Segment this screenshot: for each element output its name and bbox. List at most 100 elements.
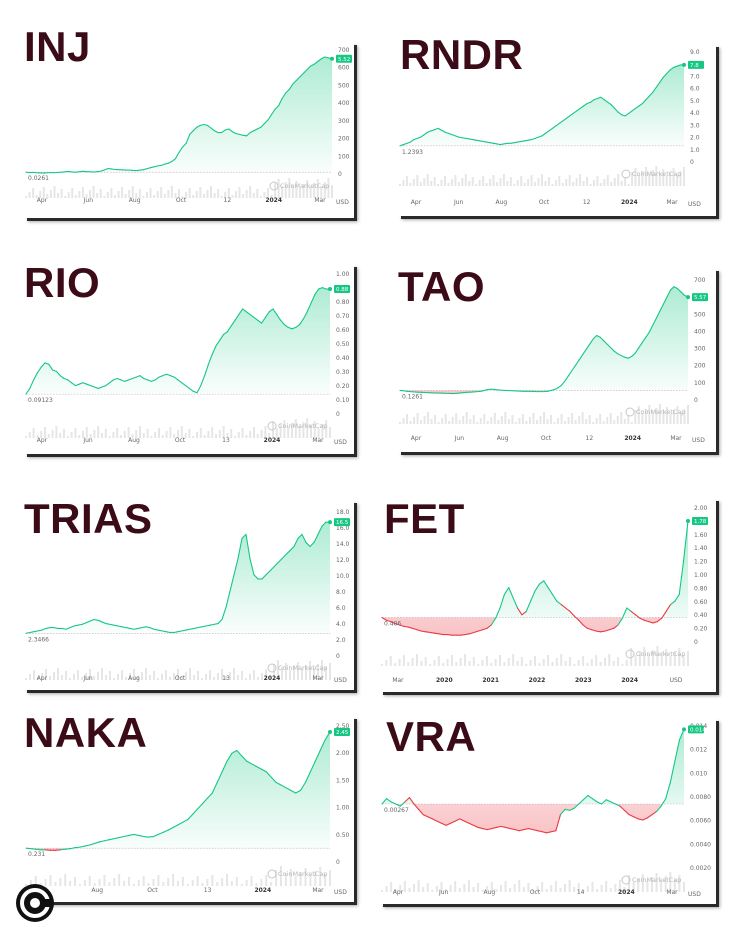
y-tick-label: 700 <box>338 47 350 54</box>
y-tick-label: 0.012 <box>690 747 707 754</box>
volume-bar <box>423 178 426 186</box>
volume-bar <box>669 656 672 666</box>
y-tick-label: 0.20 <box>694 626 708 633</box>
volume-bar <box>445 889 448 892</box>
chart-inj: CoinMarketCap 0.0261 700 600 500 400 300 200 100… <box>25 47 352 206</box>
volume-bar <box>32 428 35 438</box>
volume-bar <box>572 182 575 186</box>
current-price-text: 5.52 <box>338 57 350 63</box>
series-segment <box>420 630 427 633</box>
current-price-text: 5.57 <box>694 295 707 301</box>
series-segment <box>557 384 563 389</box>
series-segment <box>592 334 598 340</box>
series-segment <box>41 627 47 631</box>
series-segment <box>403 625 409 628</box>
volume-bar <box>202 194 205 198</box>
volume-bar <box>609 888 612 892</box>
series-segment <box>605 799 612 803</box>
volume-bar <box>532 413 535 424</box>
y-tick-label: 0.80 <box>336 299 350 306</box>
series-segment <box>318 287 323 290</box>
series-segment <box>569 610 575 617</box>
volume-bar <box>449 885 452 892</box>
y-tick-label: 2.50 <box>336 723 350 730</box>
x-tick-label: 2024 <box>621 199 638 206</box>
volume-bar <box>477 664 480 666</box>
series-segment <box>103 168 109 171</box>
x-tick-label: Jun <box>83 197 94 204</box>
series-segment <box>299 72 305 78</box>
volume-bar <box>589 184 592 186</box>
series-end-point <box>328 729 332 734</box>
volume-bar <box>125 677 127 680</box>
series-segment <box>158 375 164 378</box>
volume-bar <box>85 673 87 680</box>
series-segment <box>289 545 295 552</box>
series-segment <box>578 619 584 626</box>
volume-bar <box>189 668 191 680</box>
volume-bar <box>92 186 95 198</box>
y-tick-label: 7.0 <box>690 73 700 80</box>
series-segment <box>224 128 230 131</box>
volume-bar <box>108 882 111 886</box>
volume-bar <box>606 417 609 424</box>
series-segment <box>309 541 315 548</box>
volume-bar <box>389 656 392 666</box>
volume-bar <box>320 186 323 198</box>
series-segment <box>310 294 316 304</box>
series-segment <box>619 805 626 811</box>
series-segment <box>313 60 319 65</box>
series-segment <box>139 375 145 380</box>
chart-panel-rndr: CoinMarketCap1.23939.08.07.06.05.04.03.0… <box>398 44 716 216</box>
y-tick-label: 1.60 <box>694 532 708 539</box>
y-tick-label: 6.0 <box>690 86 700 93</box>
volume-bar <box>573 664 576 666</box>
title-vra: VRA <box>386 713 477 760</box>
volume-bar <box>499 885 502 892</box>
volume-bar <box>478 180 481 186</box>
series-segment <box>112 377 118 381</box>
series-segment <box>40 362 46 368</box>
volume-bar <box>477 883 480 892</box>
volume-bar <box>402 180 405 186</box>
volume-bar <box>527 883 530 892</box>
series-segment <box>395 803 401 807</box>
y-tick-label: 0.0040 <box>690 841 711 848</box>
volume-bar <box>568 175 571 186</box>
current-price-badge <box>334 727 350 736</box>
volume-bar <box>502 174 505 186</box>
series-segment <box>573 615 580 621</box>
volume-bar <box>317 428 320 438</box>
series-segment <box>321 287 327 290</box>
volume-bar <box>181 196 184 198</box>
volume-bar <box>599 414 602 424</box>
volume-bar <box>70 432 73 438</box>
currency-label: USD <box>336 199 349 206</box>
series-segment <box>89 618 95 622</box>
volume-bar <box>444 414 447 424</box>
y-axis: 2.50 2.00 1.50 1.00 0.50 0 <box>336 723 350 866</box>
volume-bar <box>221 669 223 680</box>
volume-bar <box>99 189 102 198</box>
volume-bar <box>412 179 415 186</box>
title-naka: NAKA <box>24 709 148 756</box>
volume-bar <box>678 875 681 892</box>
series-segment <box>634 347 640 354</box>
x-tick-label: 12 <box>586 435 594 442</box>
x-tick-label: 2022 <box>529 677 546 684</box>
series-end-point <box>686 518 690 523</box>
volume-bar <box>302 184 305 198</box>
volume-bar <box>313 668 315 680</box>
volume-bar <box>154 432 157 438</box>
volume-bar <box>327 178 330 198</box>
volume-bar <box>669 414 672 424</box>
x-tick-label: 12 <box>224 197 232 204</box>
volume-bar <box>299 872 302 886</box>
volume-bar <box>472 415 475 424</box>
y-tick-label: 400 <box>694 328 706 335</box>
series-segment <box>135 375 141 378</box>
volume-bar <box>178 189 180 198</box>
volume-bar <box>672 410 675 424</box>
series-segment <box>523 827 529 831</box>
start-price-label: 0.0261 <box>28 175 49 182</box>
